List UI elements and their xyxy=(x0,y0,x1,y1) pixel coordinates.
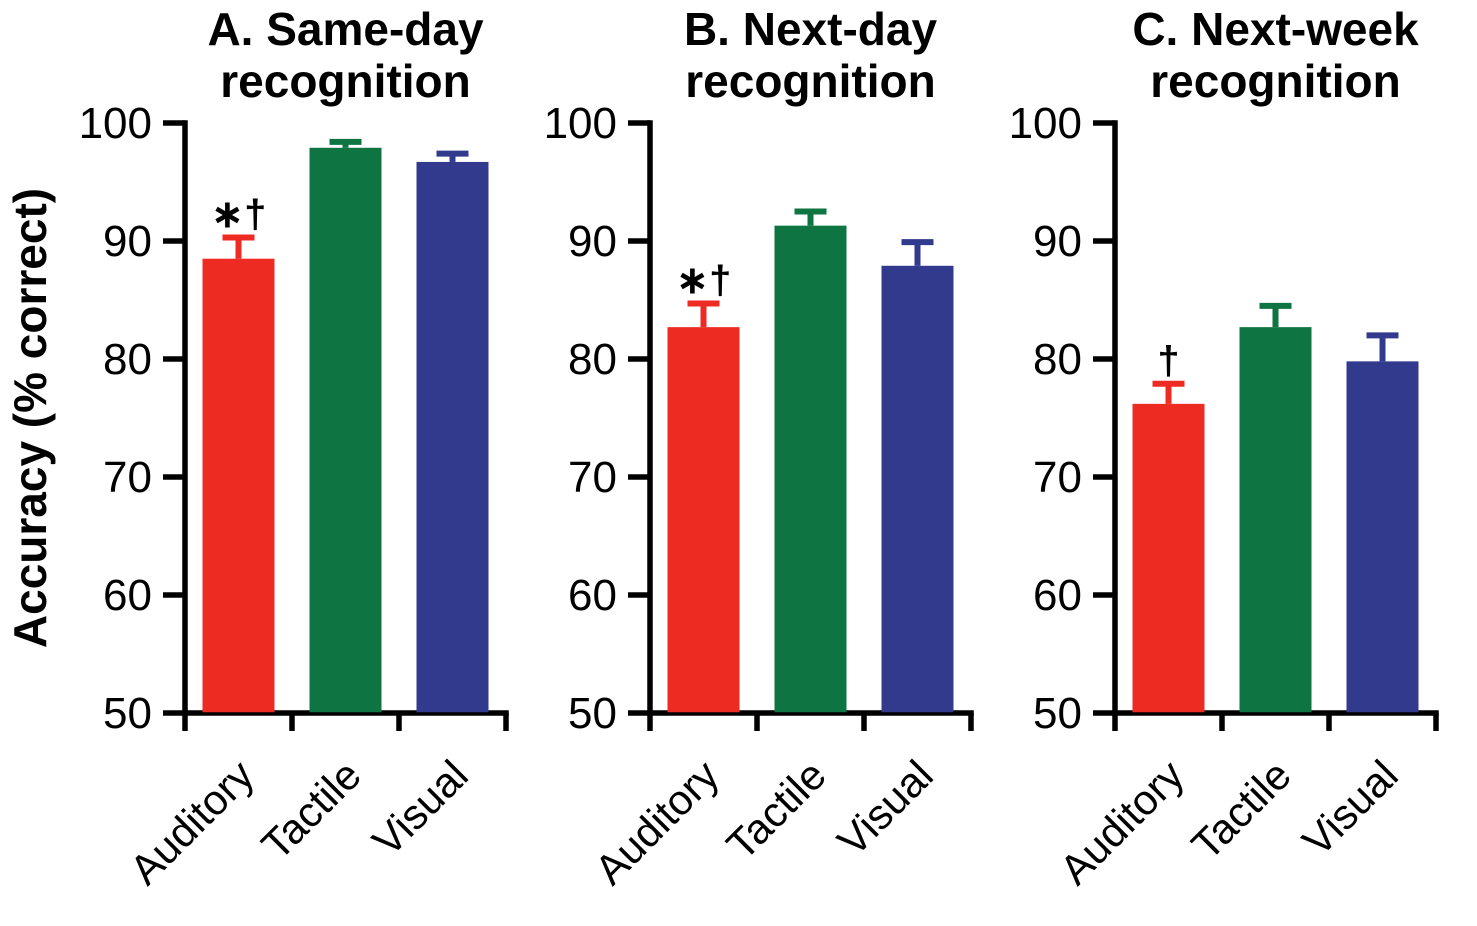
panel-b-title: B. Next-day recognition xyxy=(683,3,938,107)
y-tick-label: 90 xyxy=(1033,217,1082,266)
panel-c-title: C. Next-week recognition xyxy=(1132,3,1419,107)
bar-c-tactile xyxy=(1239,327,1312,713)
y-tick-label: 50 xyxy=(103,689,152,738)
y-tick-label: 80 xyxy=(1033,335,1082,384)
y-tick-label: 70 xyxy=(103,453,152,502)
y-tick-label: 60 xyxy=(568,571,617,620)
y-tick-label: 60 xyxy=(103,571,152,620)
x-category-label: Tactile xyxy=(717,751,834,868)
x-category-label: Auditory xyxy=(586,751,728,893)
y-tick-label: 50 xyxy=(1033,689,1082,738)
x-category-label: Visual xyxy=(363,751,477,865)
significance-marker: ∗† xyxy=(211,192,267,236)
bar-c-visual xyxy=(1346,361,1419,713)
x-category-label: Tactile xyxy=(252,751,369,868)
y-tick-label: 90 xyxy=(103,217,152,266)
y-tick-label: 90 xyxy=(568,217,617,266)
panel-a-title: A. Same-day recognition xyxy=(207,3,484,107)
x-category-label: Auditory xyxy=(121,751,263,893)
y-tick-label: 60 xyxy=(1033,571,1082,620)
y-tick-label: 100 xyxy=(79,99,152,148)
y-tick-label: 80 xyxy=(103,335,152,384)
bar-a-auditory xyxy=(202,258,275,713)
y-tick-label: 70 xyxy=(568,453,617,502)
x-category-label: Auditory xyxy=(1051,751,1193,893)
significance-marker: ∗† xyxy=(676,259,732,303)
x-category-label: Visual xyxy=(1293,751,1407,865)
y-tick-label: 100 xyxy=(1009,99,1082,148)
bar-a-visual xyxy=(416,161,489,713)
y-tick-label: 100 xyxy=(544,99,617,148)
x-category-label: Visual xyxy=(828,751,942,865)
bar-b-tactile xyxy=(774,225,847,713)
y-tick-label: 70 xyxy=(1033,453,1082,502)
bar-c-auditory xyxy=(1132,403,1205,713)
y-tick-label: 80 xyxy=(568,335,617,384)
significance-marker: † xyxy=(1157,339,1179,383)
y-tick-label: 50 xyxy=(568,689,617,738)
bar-b-visual xyxy=(881,265,954,713)
bar-a-tactile xyxy=(309,147,382,713)
x-category-label: Tactile xyxy=(1182,751,1299,868)
bar-b-auditory xyxy=(667,327,740,713)
